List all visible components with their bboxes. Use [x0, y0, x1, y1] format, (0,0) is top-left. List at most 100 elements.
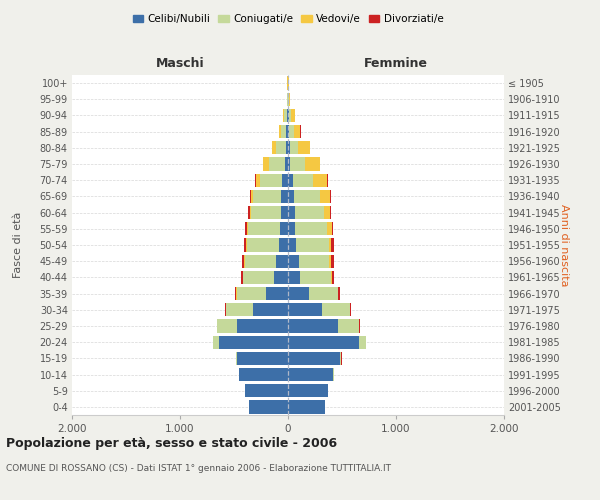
Bar: [288, 384, 328, 398]
Bar: [251, 190, 253, 203]
Bar: [331, 270, 332, 284]
Bar: [329, 254, 331, 268]
Bar: [242, 254, 244, 268]
Bar: [248, 222, 280, 235]
Bar: [236, 287, 266, 300]
Bar: [288, 109, 289, 122]
Bar: [244, 238, 246, 252]
Bar: [313, 174, 328, 187]
Bar: [350, 303, 351, 316]
Bar: [249, 400, 288, 413]
Bar: [288, 336, 359, 349]
Bar: [322, 303, 350, 316]
Bar: [289, 125, 294, 138]
Bar: [236, 352, 237, 365]
Bar: [288, 270, 301, 284]
Bar: [288, 206, 295, 220]
Bar: [248, 206, 250, 220]
Bar: [260, 174, 281, 187]
Bar: [288, 303, 322, 316]
Bar: [256, 174, 260, 187]
Bar: [289, 92, 290, 106]
Bar: [250, 206, 251, 220]
Bar: [281, 174, 288, 187]
Bar: [296, 238, 329, 252]
Bar: [281, 190, 288, 203]
Bar: [288, 141, 290, 154]
Bar: [288, 222, 295, 235]
Bar: [253, 303, 288, 316]
Bar: [338, 320, 359, 332]
Bar: [305, 158, 320, 170]
Bar: [225, 303, 226, 316]
Bar: [292, 109, 295, 122]
Bar: [295, 222, 327, 235]
Bar: [293, 174, 313, 187]
Bar: [332, 222, 334, 235]
Bar: [301, 270, 331, 284]
Bar: [340, 352, 341, 365]
Bar: [329, 190, 331, 203]
Bar: [245, 222, 247, 235]
Bar: [288, 320, 338, 332]
Bar: [272, 141, 277, 154]
Bar: [288, 254, 299, 268]
Bar: [288, 125, 289, 138]
Bar: [237, 352, 288, 365]
Bar: [247, 222, 248, 235]
Bar: [288, 287, 308, 300]
Bar: [288, 400, 325, 413]
Bar: [327, 222, 332, 235]
Text: Anni di nascita: Anni di nascita: [559, 204, 569, 286]
Bar: [359, 336, 366, 349]
Bar: [276, 254, 288, 268]
Bar: [290, 141, 298, 154]
Bar: [274, 270, 288, 284]
Bar: [281, 206, 288, 220]
Text: Popolazione per età, sesso e stato civile - 2006: Popolazione per età, sesso e stato civil…: [6, 438, 337, 450]
Bar: [213, 336, 219, 349]
Bar: [246, 238, 247, 252]
Bar: [329, 238, 331, 252]
Bar: [330, 206, 331, 220]
Bar: [269, 158, 285, 170]
Bar: [288, 174, 293, 187]
Bar: [290, 158, 305, 170]
Bar: [294, 125, 301, 138]
Bar: [299, 254, 329, 268]
Bar: [241, 270, 243, 284]
Bar: [338, 287, 340, 300]
Bar: [288, 352, 340, 365]
Bar: [295, 206, 323, 220]
Bar: [287, 109, 288, 122]
Bar: [281, 125, 286, 138]
Bar: [285, 158, 288, 170]
Bar: [245, 254, 276, 268]
Bar: [253, 190, 281, 203]
Bar: [331, 238, 334, 252]
Bar: [332, 270, 334, 284]
Bar: [219, 336, 288, 349]
Bar: [323, 206, 330, 220]
Bar: [283, 109, 284, 122]
Text: Fasce di età: Fasce di età: [13, 212, 23, 278]
Bar: [235, 287, 236, 300]
Bar: [284, 109, 287, 122]
Legend: Celibi/Nubili, Coniugati/e, Vedovi/e, Divorziati/e: Celibi/Nubili, Coniugati/e, Vedovi/e, Di…: [128, 10, 448, 29]
Bar: [217, 320, 237, 332]
Bar: [320, 190, 329, 203]
Bar: [286, 141, 288, 154]
Bar: [298, 141, 310, 154]
Text: Femmine: Femmine: [364, 57, 428, 70]
Bar: [263, 158, 269, 170]
Text: Maschi: Maschi: [155, 57, 205, 70]
Bar: [294, 190, 320, 203]
Bar: [247, 238, 279, 252]
Bar: [288, 158, 290, 170]
Bar: [250, 190, 251, 203]
Bar: [286, 125, 288, 138]
Bar: [277, 141, 286, 154]
Bar: [288, 368, 334, 381]
Text: COMUNE DI ROSSANO (CS) - Dati ISTAT 1° gennaio 2006 - Elaborazione TUTTITALIA.IT: COMUNE DI ROSSANO (CS) - Dati ISTAT 1° g…: [6, 464, 391, 473]
Bar: [288, 238, 296, 252]
